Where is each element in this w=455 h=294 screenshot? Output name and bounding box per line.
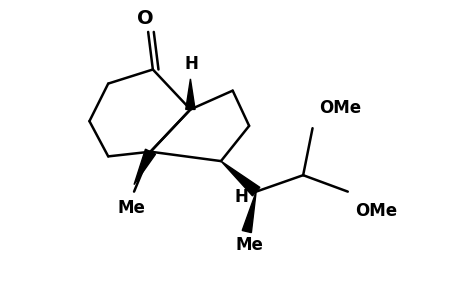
- Polygon shape: [134, 149, 155, 185]
- Polygon shape: [185, 79, 195, 109]
- Text: O: O: [137, 9, 154, 28]
- Text: OMe: OMe: [354, 203, 396, 220]
- Text: Me: Me: [117, 199, 145, 217]
- Polygon shape: [242, 192, 256, 233]
- Text: OMe: OMe: [319, 99, 361, 117]
- Text: H: H: [234, 188, 248, 206]
- Text: Me: Me: [235, 236, 263, 254]
- Polygon shape: [221, 161, 259, 196]
- Text: H: H: [184, 55, 198, 73]
